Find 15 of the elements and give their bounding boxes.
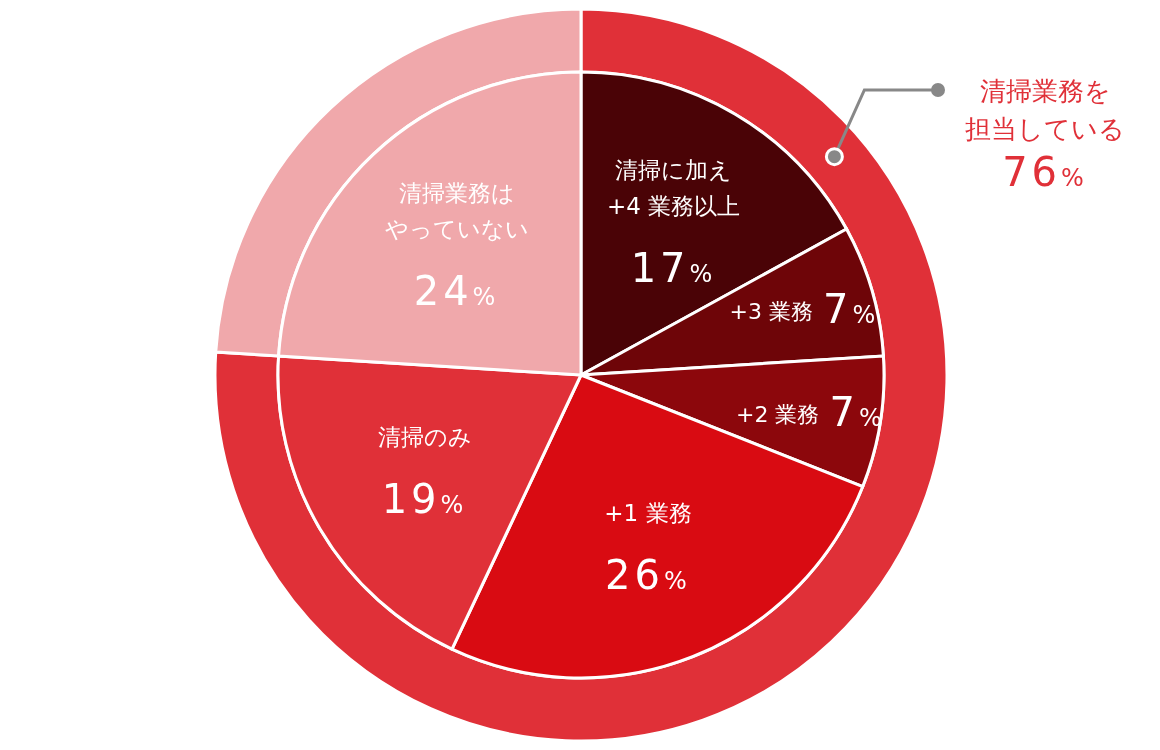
data-label: 7% — [829, 388, 886, 435]
slice-label: +3 業務 — [729, 299, 813, 325]
data-label: 7% — [822, 286, 880, 333]
slice-label: 清掃に加え+4 業務以上 — [606, 156, 741, 219]
data-label: 24% — [413, 268, 500, 315]
data-label: 76% — [1002, 149, 1088, 195]
data-label: 19% — [381, 475, 468, 522]
data-label: 26% — [605, 552, 691, 599]
slice-label: 清掃業務を担当している — [965, 76, 1125, 144]
donut-slice — [214, 7, 949, 743]
slice-label: +2 業務 — [735, 401, 820, 427]
data-label: 17% — [630, 244, 717, 291]
slice-label: 清掃業務はやっていない — [384, 180, 529, 243]
slice-label: +1 業務 — [604, 500, 692, 527]
slice-label: 清掃のみ — [377, 423, 472, 450]
